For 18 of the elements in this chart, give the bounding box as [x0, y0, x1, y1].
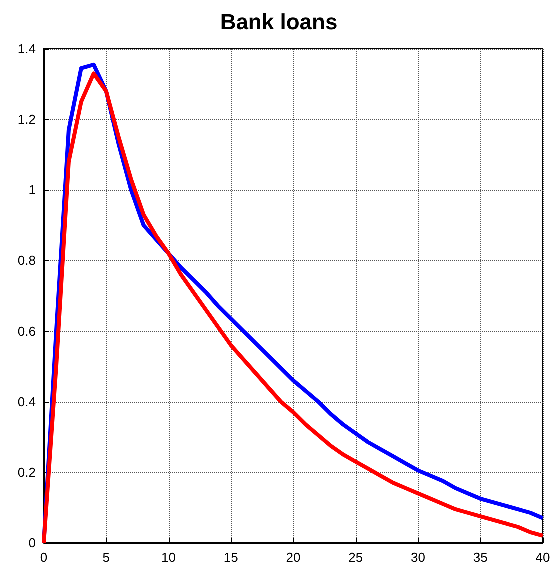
x-tick-label: 25: [348, 550, 364, 565]
x-tick-label: 0: [40, 550, 48, 565]
x-tick-label: 40: [536, 550, 550, 565]
y-tick-label: 1.2: [18, 112, 36, 128]
x-tick-label: 35: [473, 550, 488, 565]
y-tick-label: 0.6: [18, 324, 36, 339]
x-tick-label: 5: [102, 550, 110, 565]
y-tick-label: 0: [28, 536, 36, 550]
x-tick-label: 15: [224, 550, 238, 565]
chart-title: Bank loans: [220, 10, 338, 34]
y-tick-label: 1.4: [18, 42, 36, 56]
y-tick-label: 0.4: [18, 394, 36, 410]
y-tick-label: 0.2: [18, 464, 36, 480]
y-tick-label: 1: [28, 182, 36, 198]
x-tick-label: 30: [411, 550, 426, 565]
y-tick-label: 0.8: [18, 253, 36, 268]
x-tick-label: 20: [286, 550, 301, 565]
x-tick-label: 10: [162, 550, 176, 565]
